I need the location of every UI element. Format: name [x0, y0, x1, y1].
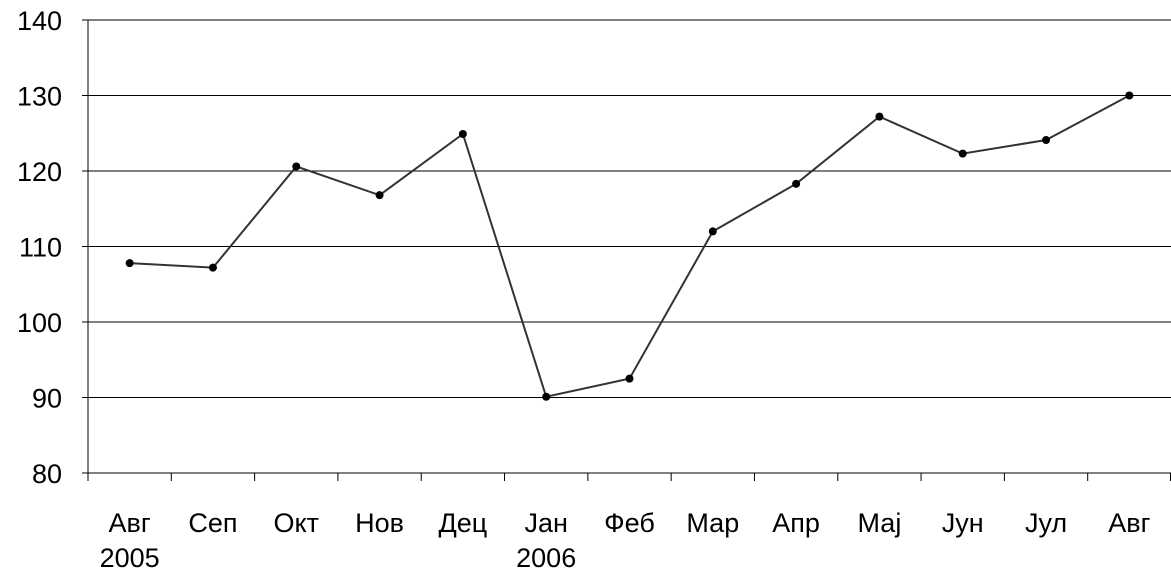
x-tick-labels: Авг 2005 Сеп Окт Нов Дец Јан 2006 Феб Мар Апр Мај Ју… — [100, 508, 1151, 573]
x-tick-label: Дец — [438, 508, 487, 538]
gridlines — [88, 19, 1171, 398]
axes — [82, 19, 1171, 481]
y-tick-label: 110 — [19, 233, 62, 263]
x-year-label: 2006 — [516, 543, 576, 573]
x-tick-label: Јан — [524, 508, 567, 538]
y-tick-label: 90 — [32, 384, 62, 414]
x-tick-label: Окт — [274, 508, 319, 538]
y-tick-label: 120 — [17, 157, 62, 187]
y-tick-label: 130 — [17, 82, 62, 112]
x-tick-label: Феб — [604, 508, 655, 538]
x-year-label: 2005 — [100, 543, 160, 573]
data-point — [1125, 91, 1134, 100]
data-point — [792, 179, 801, 188]
x-tick-label: Нов — [355, 508, 404, 538]
y-tick-label: 140 — [17, 6, 62, 36]
data-point — [958, 149, 967, 158]
x-tick-label: Авг — [1108, 508, 1150, 538]
y-tick-label: 80 — [32, 459, 62, 489]
x-tick-label: Јул — [1025, 508, 1067, 538]
y-tick-label: 100 — [17, 308, 62, 338]
data-point — [708, 227, 717, 236]
x-tick-label: Апр — [772, 508, 820, 538]
x-tick-label: Јун — [942, 508, 984, 538]
x-tick-label: Авг — [109, 508, 151, 538]
x-tick-label: Мар — [686, 508, 739, 538]
data-point — [458, 130, 467, 139]
data-point — [125, 259, 134, 268]
y-tick-labels: 80 90 100 110 120 130 140 — [17, 6, 62, 489]
data-point — [542, 392, 551, 401]
data-point — [1042, 136, 1051, 145]
data-point — [875, 112, 884, 121]
data-point — [292, 162, 301, 171]
data-point — [375, 191, 384, 200]
data-point — [208, 263, 217, 272]
series-group — [125, 91, 1134, 401]
x-tick-label: Сеп — [188, 508, 237, 538]
x-tick-label: Мај — [858, 508, 902, 538]
data-point — [625, 374, 634, 383]
